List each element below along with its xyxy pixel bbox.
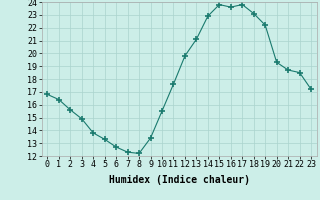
X-axis label: Humidex (Indice chaleur): Humidex (Indice chaleur) bbox=[109, 175, 250, 185]
